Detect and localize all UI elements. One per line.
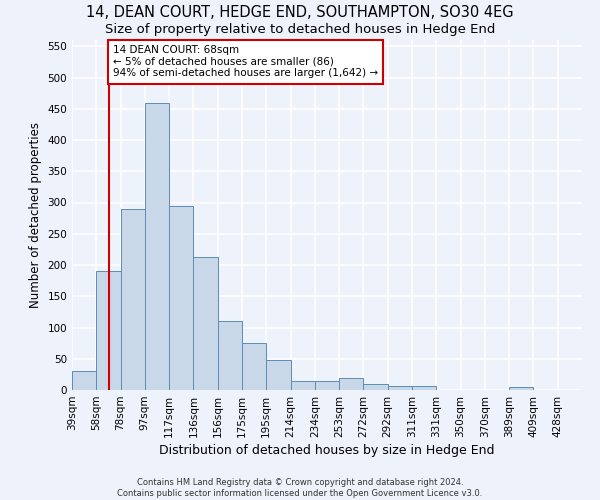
Bar xyxy=(121,209,145,390)
Text: Size of property relative to detached houses in Hedge End: Size of property relative to detached ho… xyxy=(105,22,495,36)
Y-axis label: Number of detached properties: Number of detached properties xyxy=(29,122,42,308)
X-axis label: Distribution of detached houses by size in Hedge End: Distribution of detached houses by size … xyxy=(159,444,495,457)
Text: 14 DEAN COURT: 68sqm
← 5% of detached houses are smaller (86)
94% of semi-detach: 14 DEAN COURT: 68sqm ← 5% of detached ho… xyxy=(113,46,378,78)
Bar xyxy=(315,381,339,390)
Bar xyxy=(218,322,242,390)
Bar xyxy=(193,257,218,390)
Bar xyxy=(290,381,315,390)
Bar xyxy=(412,386,436,390)
Text: 14, DEAN COURT, HEDGE END, SOUTHAMPTON, SO30 4EG: 14, DEAN COURT, HEDGE END, SOUTHAMPTON, … xyxy=(86,5,514,20)
Bar xyxy=(509,387,533,390)
Bar xyxy=(388,386,412,390)
Bar xyxy=(242,343,266,390)
Bar xyxy=(364,384,388,390)
Bar xyxy=(72,371,96,390)
Bar xyxy=(96,271,121,390)
Bar xyxy=(266,360,290,390)
Text: Contains HM Land Registry data © Crown copyright and database right 2024.
Contai: Contains HM Land Registry data © Crown c… xyxy=(118,478,482,498)
Bar xyxy=(169,206,193,390)
Bar xyxy=(145,102,169,390)
Bar xyxy=(339,378,364,390)
